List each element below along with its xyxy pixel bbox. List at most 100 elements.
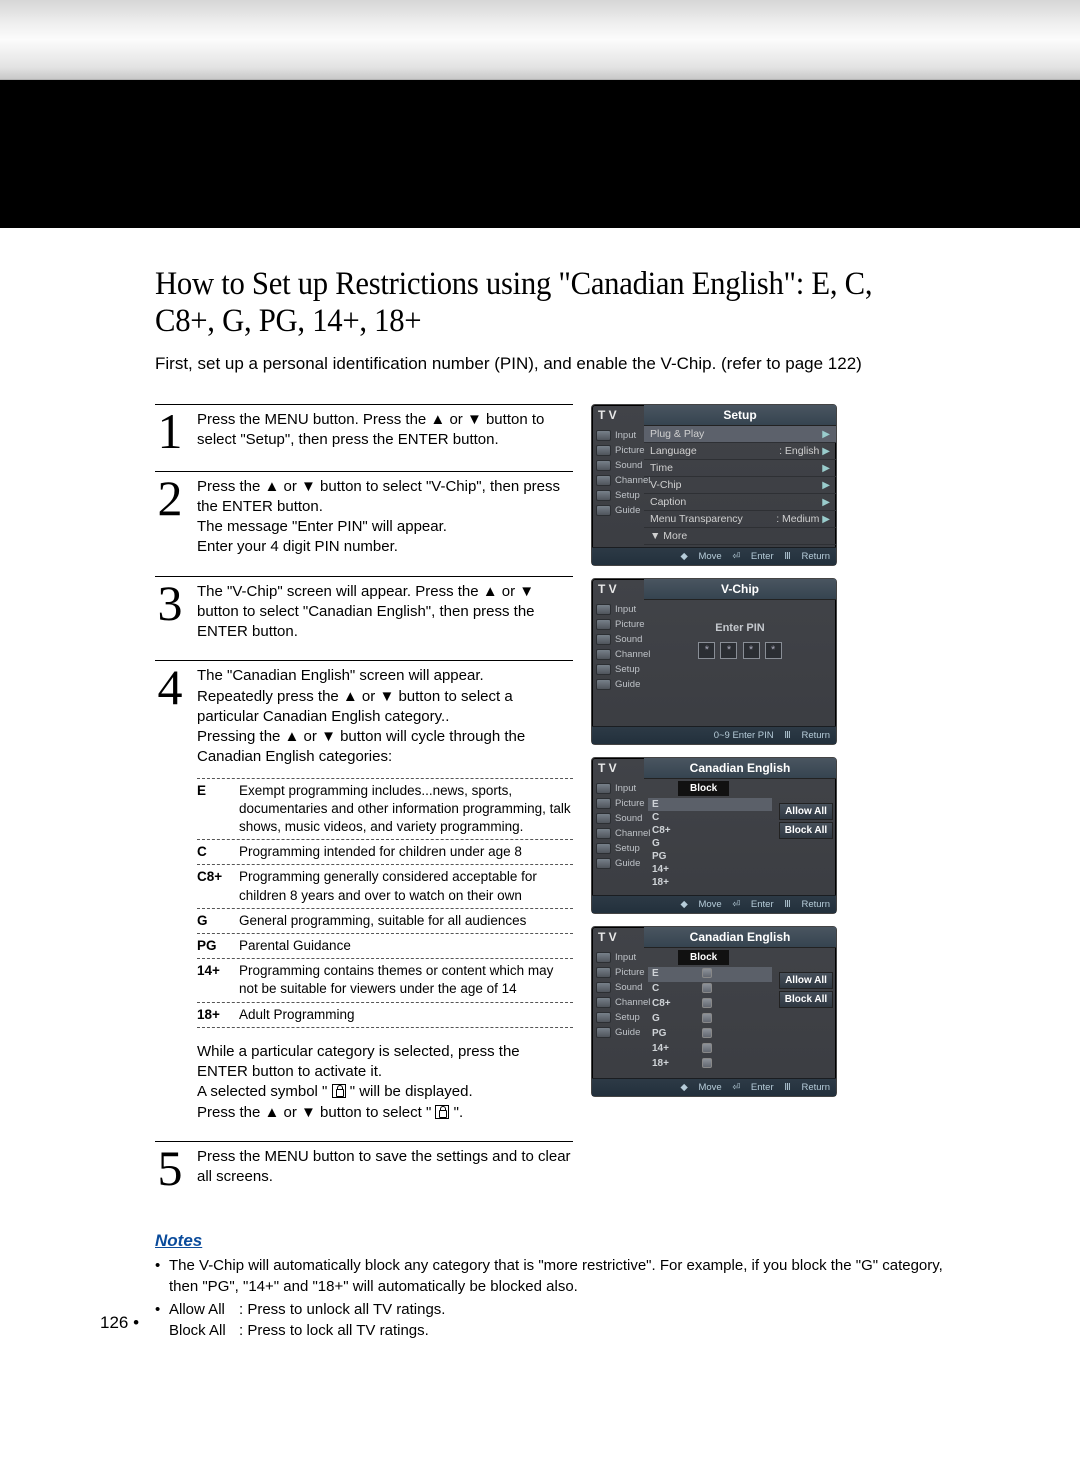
tv-menu-item[interactable]: Time▶	[644, 460, 836, 477]
rating-block-row[interactable]: E	[648, 967, 772, 982]
tv-sidebar: Input Picture Sound Channel Setup Guide	[592, 948, 644, 1078]
tv-sidebar-item[interactable]: Channel	[592, 647, 644, 662]
return-hint: Ⅲ Return	[784, 551, 830, 562]
tv-sidebar-item[interactable]: Guide	[592, 677, 644, 692]
move-hint: ◆ Move	[680, 1082, 721, 1093]
tv-sidebar-item[interactable]: Setup	[592, 662, 644, 677]
guide-icon	[596, 679, 611, 690]
step-4: 4 The "Canadian English" screen will app…	[155, 660, 573, 1123]
rating-block-row[interactable]: C	[648, 811, 772, 824]
tv-sidebar-item[interactable]: Sound	[592, 458, 644, 473]
rating-row: GGeneral programming, suitable for all a…	[197, 908, 573, 933]
rating-block-row[interactable]: C8+	[648, 997, 772, 1012]
pin-digit[interactable]: *	[698, 642, 715, 659]
tv-sidebar-item[interactable]: Setup	[592, 841, 644, 856]
tv-sidebar-item[interactable]: Setup	[592, 1010, 644, 1025]
tv-menu-item[interactable]: Language: English ▶	[644, 443, 836, 460]
lock-icon	[702, 1028, 712, 1038]
return-hint: Ⅲ Return	[784, 899, 830, 910]
rating-row: PGParental Guidance	[197, 933, 573, 958]
enter-pin-label: Enter PIN	[644, 600, 836, 636]
rating-block-row[interactable]: G	[648, 837, 772, 850]
tv-sidebar-item[interactable]: Picture	[592, 617, 644, 632]
enter-hint: ⏎ Enter	[732, 1082, 773, 1093]
block-all-button[interactable]: Block All	[779, 991, 833, 1008]
channel-icon	[596, 997, 611, 1008]
pin-digit[interactable]: *	[720, 642, 737, 659]
tv-menu-item[interactable]: Menu Transparency: Medium ▶	[644, 511, 836, 528]
tv-menu-item[interactable]: V-Chip▶	[644, 477, 836, 494]
rating-block-row[interactable]: C8+	[648, 824, 772, 837]
rating-row: 14+Programming contains themes or conten…	[197, 958, 573, 1001]
tv-sidebar-item[interactable]: Setup	[592, 488, 644, 503]
tv-sidebar-item[interactable]: Input	[592, 781, 644, 796]
allow-block-buttons: Allow All Block All	[779, 972, 833, 1010]
allow-block-buttons: Allow All Block All	[779, 803, 833, 841]
tv-sidebar-item[interactable]: Guide	[592, 856, 644, 871]
rating-block-row[interactable]: PG	[648, 1027, 772, 1042]
tv-sidebar-item[interactable]: Channel	[592, 473, 644, 488]
tv-footer: 0~9 Enter PIN Ⅲ Return	[592, 726, 836, 744]
tv-menu-item[interactable]: ▼ More	[644, 528, 836, 545]
tv-menu-title: V-Chip	[644, 579, 836, 600]
tv-sidebar-item[interactable]: Picture	[592, 796, 644, 811]
channel-icon	[596, 828, 611, 839]
lock-icon	[702, 983, 712, 993]
pin-entry[interactable]: * * * *	[644, 636, 836, 665]
tv-sidebar-item[interactable]: Sound	[592, 811, 644, 826]
tv-sidebar-item[interactable]: Sound	[592, 980, 644, 995]
rating-block-row[interactable]: 14+	[648, 863, 772, 876]
enter-hint: ⏎ Enter	[732, 551, 773, 562]
rating-block-row[interactable]: PG	[648, 850, 772, 863]
block-all-button[interactable]: Block All	[779, 822, 833, 839]
return-hint: Ⅲ Return	[784, 730, 830, 741]
tv-brand-label: T V	[592, 579, 644, 600]
tv-menu-item[interactable]: Plug & Play▶	[644, 426, 836, 443]
guide-icon	[596, 1027, 611, 1038]
rating-block-row[interactable]: 14+	[648, 1042, 772, 1057]
step-text: The "Canadian English" screen will appea…	[197, 666, 573, 1123]
tv-sidebar-item[interactable]: Channel	[592, 995, 644, 1010]
tv-sidebar-item[interactable]: Guide	[592, 1025, 644, 1040]
header-black-bar	[0, 80, 1080, 228]
tv-sidebar-item[interactable]: Input	[592, 428, 644, 443]
tv-main-panel: Block Allow All Block All E C C8+ G PG	[644, 948, 836, 1078]
lock-icon	[702, 998, 712, 1008]
tv-sidebar-item[interactable]: Input	[592, 602, 644, 617]
tv-sidebar: Input Picture Sound Channel Setup Guide	[592, 600, 644, 726]
notes-section: Notes The V-Chip will automatically bloc…	[155, 1231, 950, 1341]
block-column-header: Block	[678, 781, 729, 796]
note-item: Allow All: Press to unlock all TV rating…	[169, 1299, 950, 1341]
input-icon	[596, 783, 611, 794]
channel-icon	[596, 649, 611, 660]
rating-block-row[interactable]: 18+	[648, 876, 772, 889]
rating-block-row[interactable]: 18+	[648, 1057, 772, 1072]
sound-icon	[596, 634, 611, 645]
step-text: Press the MENU button to save the settin…	[197, 1147, 573, 1190]
ratings-table: EExempt programming includes...news, spo…	[197, 778, 573, 1028]
allow-all-button[interactable]: Allow All	[779, 803, 833, 820]
tv-vchip-screen: T V V-Chip Input Picture Sound Channel S…	[591, 578, 837, 745]
rating-block-row[interactable]: C	[648, 982, 772, 997]
page-title: How to Set up Restrictions using "Canadi…	[155, 266, 894, 340]
pin-digit[interactable]: *	[765, 642, 782, 659]
pin-digit[interactable]: *	[743, 642, 760, 659]
tv-sidebar-item[interactable]: Input	[592, 950, 644, 965]
allow-all-button[interactable]: Allow All	[779, 972, 833, 989]
step-text: The "V-Chip" screen will appear. Press t…	[197, 582, 573, 643]
tv-sidebar-item[interactable]: Channel	[592, 826, 644, 841]
setup-icon	[596, 490, 611, 501]
setup-icon	[596, 664, 611, 675]
tv-sidebar: Input Picture Sound Channel Setup Guide	[592, 779, 644, 895]
header-metal-bar	[0, 0, 1080, 80]
tv-sidebar-item[interactable]: Picture	[592, 443, 644, 458]
rating-row: C8+Programming generally considered acce…	[197, 864, 573, 907]
rating-block-row[interactable]: E	[648, 798, 772, 811]
tv-menu-item[interactable]: Caption▶	[644, 494, 836, 511]
lock-icon	[435, 1105, 449, 1119]
tv-sidebar-item[interactable]: Guide	[592, 503, 644, 518]
tv-sidebar-item[interactable]: Sound	[592, 632, 644, 647]
ratings-block-table: E C C8+ G PG 14+ 18+	[644, 967, 776, 1076]
tv-sidebar-item[interactable]: Picture	[592, 965, 644, 980]
rating-block-row[interactable]: G	[648, 1012, 772, 1027]
